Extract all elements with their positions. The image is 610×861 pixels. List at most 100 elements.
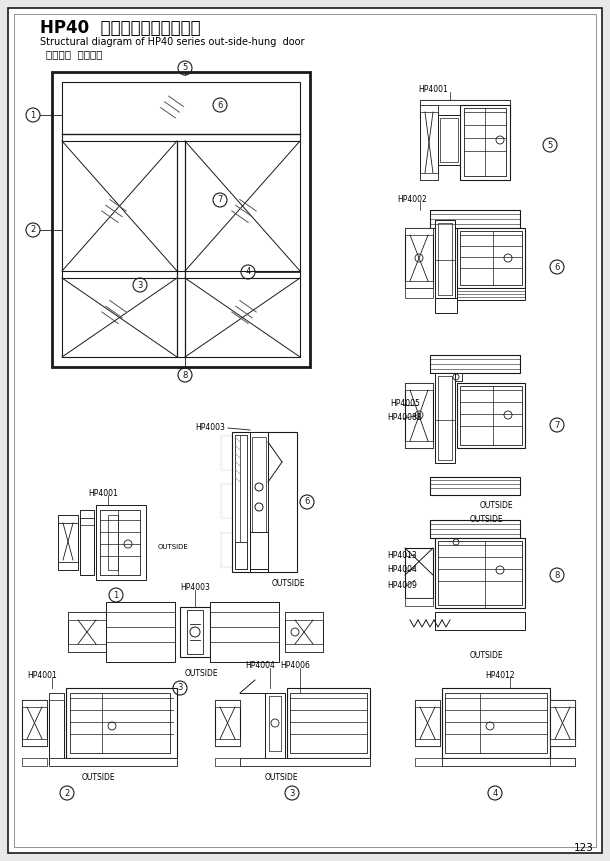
Bar <box>442 688 550 758</box>
Text: OUTSIDE: OUTSIDE <box>470 516 504 524</box>
Bar <box>100 510 140 575</box>
Text: HP40  系列外开平开门结构图: HP40 系列外开平开门结构图 <box>40 19 201 37</box>
Bar <box>285 612 323 652</box>
Text: OUTSIDE: OUTSIDE <box>158 544 188 550</box>
Bar <box>438 541 522 605</box>
Bar <box>68 612 106 652</box>
Bar <box>269 696 281 751</box>
Bar <box>405 383 433 390</box>
Text: Structural diagram of HP40 series out-side-hung  door: Structural diagram of HP40 series out-si… <box>40 37 304 47</box>
Bar <box>438 115 460 165</box>
Bar <box>215 700 240 746</box>
Text: HP4005: HP4005 <box>390 399 420 407</box>
Bar <box>52 72 310 367</box>
Bar <box>460 231 522 285</box>
Bar <box>405 281 433 288</box>
Text: 4: 4 <box>245 268 251 276</box>
Bar <box>405 548 433 598</box>
Text: OUTSIDE: OUTSIDE <box>480 500 514 510</box>
Bar <box>405 288 433 298</box>
Text: 4: 4 <box>492 789 498 797</box>
Bar <box>435 612 525 630</box>
Bar <box>435 298 457 313</box>
Bar <box>405 228 433 235</box>
Text: 2: 2 <box>65 789 70 797</box>
Bar <box>49 693 64 700</box>
Bar <box>430 520 520 538</box>
Bar <box>68 644 106 652</box>
Bar <box>435 373 455 463</box>
Bar <box>420 100 510 118</box>
Text: HP4001: HP4001 <box>418 85 448 95</box>
Bar <box>405 441 433 448</box>
Bar <box>62 82 300 357</box>
Bar <box>215 758 240 766</box>
Bar <box>460 105 510 180</box>
Bar <box>235 435 247 569</box>
Text: HP4013: HP4013 <box>387 550 417 560</box>
Bar <box>550 758 575 766</box>
Bar <box>232 432 297 572</box>
Bar <box>215 700 240 707</box>
Bar <box>450 538 462 546</box>
Bar <box>420 100 510 105</box>
Text: 123: 123 <box>574 843 594 853</box>
Text: HP4001: HP4001 <box>88 488 118 498</box>
Text: 3: 3 <box>178 684 182 692</box>
Bar <box>250 532 268 569</box>
Bar <box>187 610 203 654</box>
Bar <box>22 758 47 766</box>
Text: HP4009: HP4009 <box>387 580 417 590</box>
Text: OUTSIDE: OUTSIDE <box>82 773 116 783</box>
Text: 7: 7 <box>217 195 223 205</box>
Bar <box>252 437 266 567</box>
Bar <box>445 693 547 753</box>
Text: 1: 1 <box>30 110 35 120</box>
Text: 5: 5 <box>547 140 553 150</box>
Bar <box>420 173 438 180</box>
Text: 8: 8 <box>182 370 188 380</box>
Bar <box>66 688 177 758</box>
Text: 3: 3 <box>289 789 295 797</box>
Bar <box>415 700 440 746</box>
Bar <box>58 515 78 570</box>
Bar <box>430 355 520 373</box>
Bar <box>80 510 94 518</box>
Bar <box>49 758 177 766</box>
Bar <box>435 538 525 608</box>
Bar <box>22 700 47 746</box>
Text: 3: 3 <box>137 281 143 289</box>
Bar <box>285 644 323 652</box>
Bar <box>250 432 268 572</box>
Text: HP4003: HP4003 <box>195 424 225 432</box>
Text: HP4012: HP4012 <box>485 671 515 679</box>
Text: 6: 6 <box>304 498 310 506</box>
Bar <box>58 562 78 570</box>
Bar <box>405 383 433 448</box>
Bar <box>460 386 522 445</box>
Bar <box>70 693 170 753</box>
Bar <box>550 739 575 746</box>
Text: HP4006: HP4006 <box>280 661 310 671</box>
Bar <box>420 105 438 112</box>
Text: HP4008B: HP4008B <box>387 412 422 422</box>
Text: 2: 2 <box>30 226 35 234</box>
Text: OUTSIDE: OUTSIDE <box>265 773 299 783</box>
Bar <box>80 510 94 575</box>
Bar <box>22 700 47 707</box>
Bar <box>440 118 458 162</box>
Bar <box>438 223 452 295</box>
Bar <box>457 228 525 288</box>
Bar <box>415 758 442 766</box>
Bar <box>415 739 440 746</box>
Bar <box>106 602 175 662</box>
Bar <box>450 373 462 381</box>
Text: 8: 8 <box>554 571 560 579</box>
Text: 以人为本  追求卓越: 以人为本 追求卓越 <box>46 49 102 59</box>
Bar <box>550 700 575 746</box>
Text: OUTSIDE: OUTSIDE <box>185 670 218 678</box>
Bar <box>457 383 525 448</box>
Bar <box>68 612 106 620</box>
Text: 1: 1 <box>113 591 118 599</box>
Text: OUTSIDE: OUTSIDE <box>272 579 306 589</box>
